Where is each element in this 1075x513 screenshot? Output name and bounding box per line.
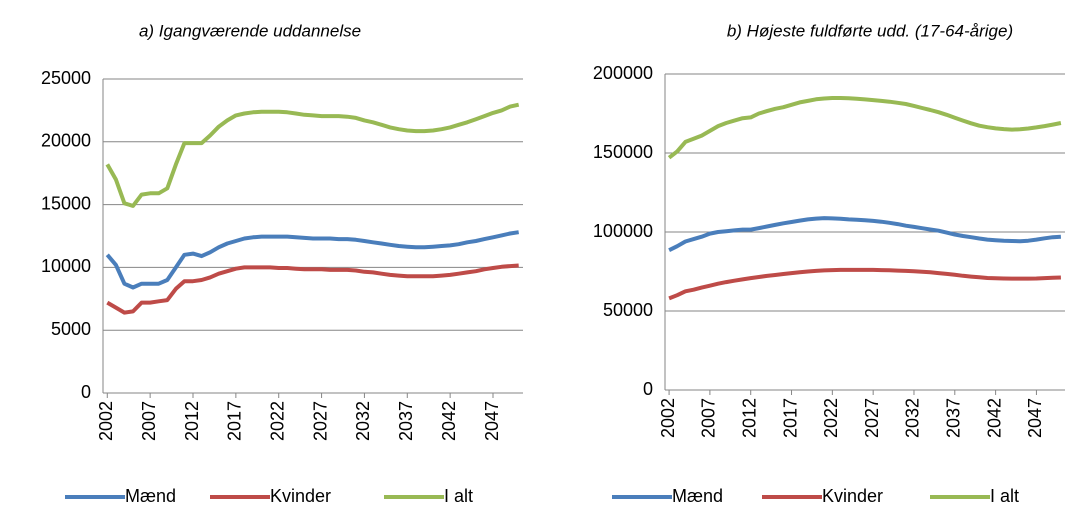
x-tick-label: 2037	[944, 398, 964, 438]
x-tick-label: 2002	[96, 401, 116, 441]
legend-label: I alt	[444, 486, 473, 506]
y-tick-label: 25000	[41, 68, 91, 88]
x-tick-label: 2017	[225, 401, 245, 441]
x-tick-label: 2012	[182, 401, 202, 441]
x-tick-label: 2007	[699, 398, 719, 438]
x-tick-label: 2032	[903, 398, 923, 438]
x-tick-label: 2042	[439, 401, 459, 441]
series-line	[668, 267, 1061, 301]
y-tick-label: 0	[81, 382, 91, 402]
y-tick-label: 20000	[41, 131, 91, 151]
y-tick-label: 50000	[603, 300, 653, 320]
x-tick-label: 2002	[658, 398, 678, 438]
series-line	[105, 102, 520, 208]
series-line	[106, 263, 519, 315]
x-tick-label: 2027	[862, 398, 882, 438]
legend-label: Mænd	[672, 486, 723, 506]
y-tick-label: 0	[643, 379, 653, 399]
y-tick-label: 10000	[41, 256, 91, 276]
series-line	[105, 230, 519, 290]
x-tick-label: 2037	[396, 401, 416, 441]
y-tick-label: 200000	[593, 63, 653, 83]
y-tick-label: 100000	[593, 221, 653, 241]
y-tick-label: 5000	[51, 319, 91, 339]
x-tick-label: 2012	[739, 398, 759, 438]
x-tick-label: 2022	[821, 398, 841, 438]
series-line	[668, 216, 1062, 252]
legend-label: Kvinder	[822, 486, 883, 506]
legend-label: I alt	[990, 486, 1019, 506]
x-tick-label: 2027	[310, 401, 330, 441]
legend-label: Kvinder	[270, 486, 331, 506]
chart-title: b) Højeste fuldførte udd. (17-64-årige)	[727, 21, 1013, 40]
legend-label: Mænd	[125, 486, 176, 506]
y-tick-label: 15000	[41, 193, 91, 213]
chart-title: a) Igangværende uddannelse	[139, 21, 361, 40]
series-line	[667, 96, 1062, 160]
x-tick-label: 2007	[139, 401, 159, 441]
x-tick-label: 2017	[780, 398, 800, 438]
x-tick-label: 2047	[482, 401, 502, 441]
x-tick-label: 2032	[353, 401, 373, 441]
x-tick-label: 2022	[267, 401, 287, 441]
x-tick-label: 2042	[984, 398, 1004, 438]
x-tick-label: 2047	[1025, 398, 1045, 438]
y-tick-label: 150000	[593, 142, 653, 162]
